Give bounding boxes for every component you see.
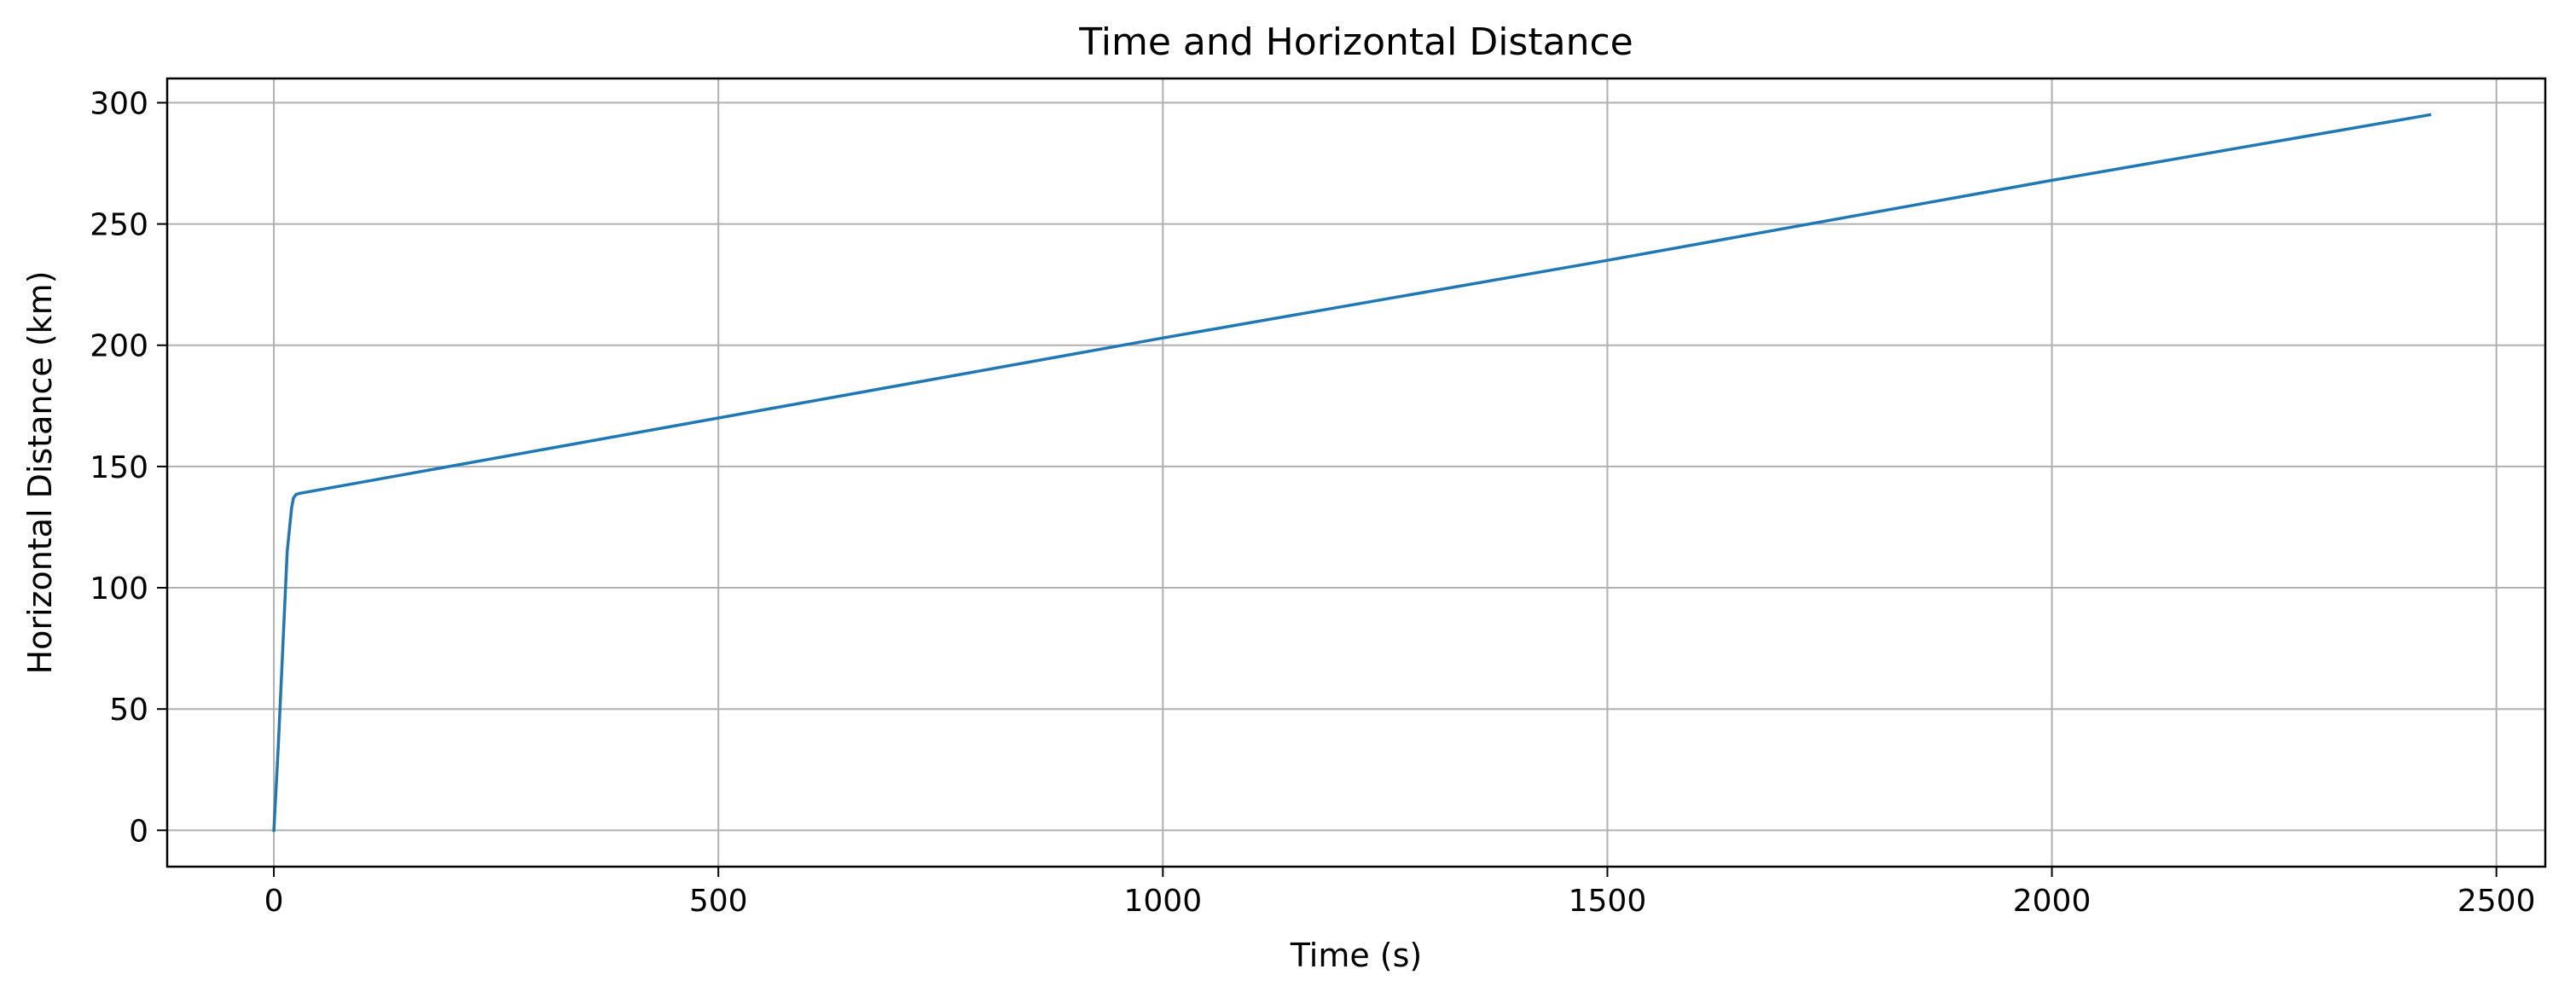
y-tick-label: 100 xyxy=(90,572,148,606)
y-tick-label: 0 xyxy=(129,814,148,849)
y-tick-label: 150 xyxy=(90,450,148,485)
x-tick-label: 0 xyxy=(264,884,284,919)
y-tick-label: 250 xyxy=(90,208,148,243)
y-tick-label: 200 xyxy=(90,329,148,364)
y-axis-label: Horizontal Distance (km) xyxy=(21,270,59,674)
x-tick-label: 2500 xyxy=(2457,884,2536,919)
x-tick-label: 500 xyxy=(689,884,748,919)
x-tick-label: 1500 xyxy=(1569,884,1647,919)
ticks: 0 500 1000 1500 2000 2500 0 50 100 150 200 250 300 xyxy=(90,86,2535,919)
y-tick-label: 300 xyxy=(90,86,148,121)
series-line xyxy=(272,113,2432,833)
x-tick-label: 1000 xyxy=(1123,884,1202,919)
x-tick-label: 2000 xyxy=(2013,884,2092,919)
grid xyxy=(167,78,2545,867)
x-axis-label: Time (s) xyxy=(1290,937,1423,974)
chart-title: Time and Horizontal Distance xyxy=(1078,20,1633,64)
y-tick-label: 50 xyxy=(109,693,148,728)
plot-frame xyxy=(165,77,2547,868)
series-layer xyxy=(272,113,2432,833)
